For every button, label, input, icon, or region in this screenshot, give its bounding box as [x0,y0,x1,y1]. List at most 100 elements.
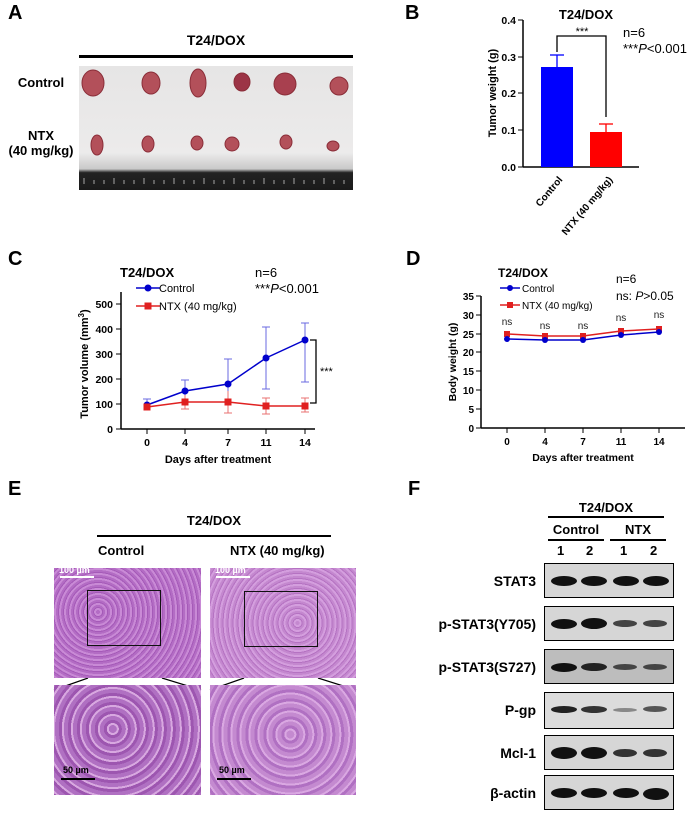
chart-c-tumor-volume: T24/DOX Control NTX (40 mg/kg) n=6 ***P<… [77,265,334,466]
tumor-ntx-3 [190,135,204,151]
chart-c-control-errorbars [143,322,309,409]
zoom-region-box-ntx [244,591,318,647]
svg-text:4: 4 [182,437,188,449]
svg-text:20: 20 [463,348,475,359]
chart-b-xtick-ntx: NTX (40 mg/kg) [560,175,615,238]
blot-pstat3-s727 [544,649,674,684]
lane-1-control: 1 [557,543,565,558]
panel-f-title: T24/DOX [578,500,634,515]
scale-bar-label-ntx-100: 100 µm [215,565,246,575]
svg-text:0: 0 [107,424,113,436]
svg-text:ns: ns [502,317,513,328]
svg-text:4: 4 [542,437,548,448]
tumor-control-1 [81,69,105,97]
svg-text:0.1: 0.1 [501,125,516,137]
svg-text:14: 14 [299,437,311,449]
tumor-photo [79,66,353,190]
panel-a-title-bar [79,55,353,58]
protein-label-beta-actin: β-actin [490,785,536,801]
protein-label-stat3: STAT3 [493,573,536,589]
svg-text:400: 400 [95,324,113,336]
protein-label-mcl1: Mcl-1 [500,745,536,761]
blot-beta-actin [544,775,674,810]
chart-b-yticks: 0.4 0.3 0.2 0.1 0.0 [501,15,523,174]
svg-text:0.0: 0.0 [501,162,516,174]
chart-d-legend-ntx: NTX (40 mg/kg) [522,301,593,312]
tumor-control-2 [141,71,161,95]
panel-e-col-ntx: NTX (40 mg/kg) [230,543,325,558]
chart-c-significance: *** [320,366,334,378]
histology-control-low: 100 µm [54,565,201,678]
chart-b-n: n=6 [623,25,645,40]
chart-d-ns-labels: ns ns ns ns ns [502,310,665,332]
tumor-photo-svg [81,68,349,184]
chart-c-pvalue: ***P<0.001 [255,281,319,296]
tumor-ntx-1 [90,134,104,156]
chart-b-significance: *** [576,26,590,38]
chart-b-title: T24/DOX [559,7,614,22]
svg-text:11: 11 [260,437,271,449]
svg-text:0: 0 [504,437,510,448]
panel-e-title-bar [97,535,331,537]
chart-c-xlabel: Days after treatment [165,454,272,466]
chart-d-n: n=6 [616,272,637,286]
chart-c-yticks: 0 100 200 300 400 500 [95,299,121,436]
lane-2-control: 2 [586,543,594,558]
tumor-control-5 [273,72,297,96]
panel-a-row-ntx-line2: (40 mg/kg) [8,143,74,158]
chart-d-pvalue: ns: P>0.05 [616,289,674,303]
protein-label-pgp: P-gp [504,702,536,718]
chart-b-xtick-control: Control [534,175,565,209]
chart-c-control-line [146,339,306,406]
svg-text:300: 300 [95,349,113,361]
svg-text:11: 11 [616,437,627,448]
tumor-control-3 [189,68,207,98]
chart-c-xticks: 0 4 7 11 14 [144,429,311,449]
scale-bar-label-control-50: 50 µm [63,765,89,775]
svg-text:0.4: 0.4 [501,15,516,27]
panel-label-e: E [8,478,22,500]
blot-mcl1 [544,735,674,770]
tumor-control-4 [233,72,251,92]
svg-text:10: 10 [463,386,475,397]
tumor-control-6 [329,76,349,96]
protein-label-pstat3-s727: p-STAT3(S727) [438,659,537,675]
chart-c-legend-ntx: NTX (40 mg/kg) [159,301,237,313]
lane-2-ntx: 2 [650,543,658,558]
chart-d-ylabel: Body weight (g) [447,323,459,402]
svg-text:0: 0 [468,424,474,435]
panel-e-title: T24/DOX [186,513,242,528]
chart-b-pvalue: ***P<0.001 [623,41,687,56]
svg-text:100: 100 [95,399,113,411]
panel-f-group-ntx: NTX [625,522,651,537]
svg-text:7: 7 [225,437,231,449]
svg-text:0: 0 [144,437,150,449]
tumor-ntx-4 [224,136,240,152]
bar-control [541,67,573,167]
lane-1-ntx: 1 [620,543,628,558]
svg-text:5: 5 [468,405,474,416]
chart-d-xlabel: Days after treatment [532,452,634,464]
chart-b-ylabel: Tumor weight (g) [487,48,499,137]
svg-text:ns: ns [578,321,589,332]
histology-ntx-low: 100 µm [210,565,356,678]
chart-d-body-weight: T24/DOX Control NTX (40 mg/kg) n=6 ns: P… [447,266,685,464]
zoom-region-box-control [87,590,161,646]
chart-d-title: T24/DOX [498,266,548,280]
chart-c-title: T24/DOX [120,265,175,280]
bar-ntx [590,132,622,167]
panel-a-row-ntx-line1: NTX [28,128,54,143]
svg-text:7: 7 [580,437,586,448]
blot-pgp [544,692,674,729]
chart-c-n: n=6 [255,265,277,280]
chart-c-legend-control: Control [159,283,194,295]
chart-b-tumor-weight: T24/DOX 0.4 0.3 0.2 0.1 0.0 Tumor weight… [487,7,687,238]
chart-d-legend-control: Control [522,284,554,295]
panel-label-d: D [406,248,421,270]
chart-d-yticks: 0 5 10 15 20 25 30 35 [463,292,481,435]
panel-label-a: A [8,2,23,24]
chart-d-xticks: 0 4 7 11 14 [504,428,665,448]
panel-f-title-bar [548,516,664,518]
panel-label-c: C [8,248,23,270]
panel-a-row-control: Control [17,75,65,90]
